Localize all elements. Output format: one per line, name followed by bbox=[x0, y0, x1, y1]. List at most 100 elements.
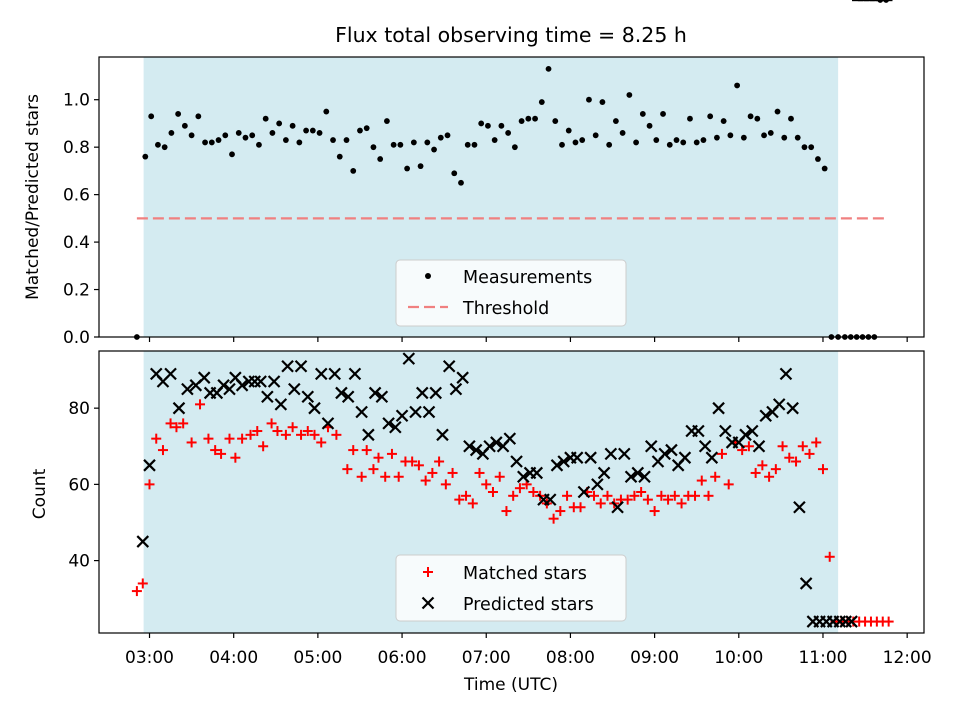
measurement-point bbox=[592, 132, 599, 139]
matched-star-point bbox=[195, 399, 206, 410]
predicted-star-point-b bbox=[415, 386, 429, 400]
measurement-point bbox=[269, 130, 276, 136]
measurement-point bbox=[660, 111, 666, 117]
ratio-y-tick-label: 1.0 bbox=[63, 91, 90, 111]
ratio-legend: Measurements Threshold bbox=[395, 259, 627, 327]
predicted-star-point bbox=[409, 405, 422, 419]
predicted-star-point bbox=[261, 390, 274, 404]
measurement-point bbox=[653, 137, 660, 143]
predicted-star-point-b bbox=[321, 417, 335, 430]
predicted-star-point bbox=[181, 382, 194, 396]
measurement-point bbox=[714, 134, 720, 141]
matched-star-point bbox=[368, 464, 379, 475]
matched-star-point bbox=[144, 479, 155, 490]
measurement-point bbox=[276, 120, 283, 127]
matched-star-point bbox=[224, 433, 235, 444]
predicted-star-point-b bbox=[164, 367, 177, 381]
predicted-star-point bbox=[341, 390, 355, 404]
measurement-point bbox=[633, 139, 639, 146]
predicted-star-point bbox=[335, 386, 348, 400]
predicted-star-point bbox=[362, 428, 375, 442]
predicted-star-point-b bbox=[543, 493, 557, 506]
matched-star-point bbox=[710, 471, 721, 482]
legend-predicted-marker bbox=[421, 596, 435, 610]
predicted-star-point bbox=[665, 443, 678, 457]
count-x-tick-label: 12:00 bbox=[883, 648, 932, 668]
measurement-point bbox=[693, 139, 700, 146]
predicted-star-point bbox=[739, 428, 752, 442]
matched-star-point bbox=[676, 498, 687, 509]
predicted-star-point-b bbox=[389, 420, 402, 434]
measurement-point bbox=[559, 141, 565, 148]
predicted-star-point bbox=[136, 535, 150, 548]
measurements-series bbox=[133, 0, 890, 340]
predicted-star-point-b bbox=[442, 359, 456, 373]
predicted-star-point bbox=[752, 439, 766, 453]
measurement-point bbox=[518, 118, 525, 124]
measurement-point bbox=[464, 141, 471, 148]
predicted-star-point bbox=[422, 405, 436, 419]
matched-star-point bbox=[467, 498, 478, 509]
measurement-point bbox=[195, 113, 202, 120]
measurement-point bbox=[431, 146, 437, 153]
legend-measurements: Measurements bbox=[463, 268, 592, 288]
predicted-star-point-b bbox=[483, 439, 496, 453]
predicted-star-point bbox=[415, 386, 429, 400]
matched-star-point bbox=[636, 487, 647, 497]
predicted-star-point-b bbox=[172, 401, 186, 415]
predicted-star-point bbox=[321, 417, 335, 430]
matched-star-point bbox=[380, 471, 391, 482]
predicted-star-point-b bbox=[779, 367, 793, 381]
predicted-star-point bbox=[503, 432, 517, 445]
matched-star-point bbox=[487, 487, 498, 497]
predicted-star-point bbox=[611, 500, 624, 514]
predicted-star-point-b bbox=[786, 401, 799, 415]
matched-star-point bbox=[440, 479, 451, 490]
matched-star-point bbox=[165, 418, 176, 429]
predicted-star-point bbox=[164, 367, 177, 381]
measurement-point bbox=[357, 127, 363, 134]
predicted-star-point-b bbox=[624, 470, 638, 484]
ratio-x-ticks bbox=[148, 337, 908, 342]
matched-star-point bbox=[342, 464, 353, 475]
predicted-star-point bbox=[355, 405, 368, 419]
count-y-tick-label: 40 bbox=[68, 552, 90, 572]
measurement-point bbox=[478, 120, 485, 127]
matched-star-point bbox=[461, 490, 472, 501]
matched-star-point bbox=[757, 460, 768, 471]
predicted-star-point bbox=[570, 451, 584, 464]
measurement-point bbox=[700, 137, 707, 143]
predicted-star-point-b bbox=[752, 439, 766, 453]
predicted-star-point-b bbox=[678, 451, 692, 464]
measurement-point bbox=[148, 113, 155, 120]
matched-star-point bbox=[764, 471, 775, 482]
matched-star-point bbox=[575, 502, 586, 513]
predicted-star-point-b bbox=[314, 367, 328, 381]
legend-measurements-marker bbox=[425, 273, 431, 279]
predicted-star-point bbox=[678, 451, 692, 464]
predicted-star-point bbox=[638, 470, 651, 484]
predicted-star-point bbox=[429, 386, 443, 400]
predicted-star-point-b bbox=[550, 459, 564, 472]
measurement-point bbox=[242, 134, 249, 141]
ratio-y-tick-label: 0.8 bbox=[63, 138, 90, 158]
matched-star-point bbox=[743, 441, 754, 452]
measurement-point bbox=[673, 137, 680, 143]
predicted-star-point bbox=[692, 424, 705, 438]
matched-star-point bbox=[784, 452, 795, 463]
matched-star-point bbox=[696, 475, 707, 486]
predicted-star-point bbox=[543, 493, 557, 506]
predicted-star-point bbox=[281, 359, 294, 373]
count-x-tick-label: 04:00 bbox=[209, 648, 258, 668]
predicted-star-point bbox=[368, 386, 382, 400]
predicted-star-point-b bbox=[375, 390, 389, 404]
matched-star-point bbox=[454, 494, 465, 505]
measurement-point bbox=[747, 113, 754, 120]
predicted-star-point bbox=[375, 390, 389, 404]
count-panel: 40 60 80 03:00 04:00 05:00 06:00 07:00 08:00 09:… bbox=[30, 0, 932, 695]
measurement-point bbox=[377, 156, 384, 162]
measurement-point bbox=[767, 130, 774, 136]
predicted-star-point bbox=[449, 382, 463, 396]
predicted-star-point-b bbox=[665, 443, 678, 457]
predicted-star-point bbox=[301, 390, 315, 404]
